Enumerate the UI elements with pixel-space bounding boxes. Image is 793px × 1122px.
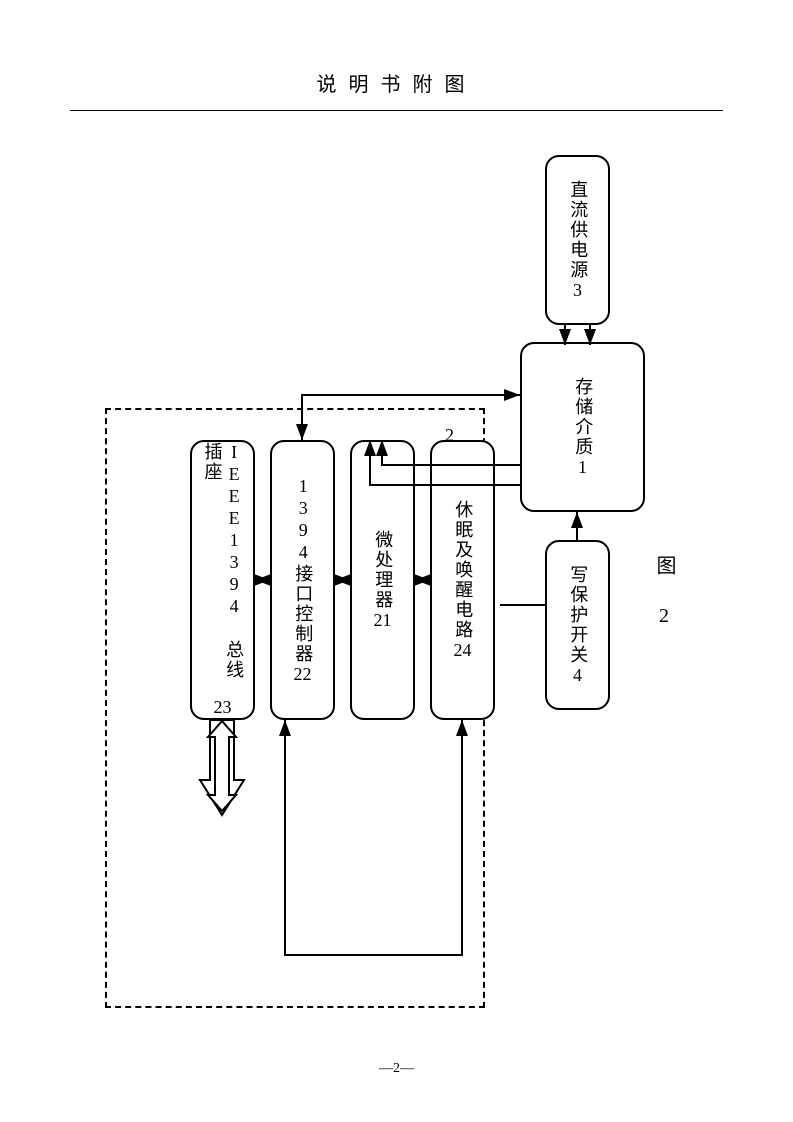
node-box3: 直流供电源 3 <box>545 155 610 325</box>
figure-caption: 图 2 <box>650 555 679 631</box>
node-box22-number: 22 <box>294 664 312 685</box>
node-box4-number: 4 <box>573 665 582 686</box>
node-box23-label: IEEE1394 总线插座 <box>201 442 244 697</box>
bus-label: 1394串 <box>207 738 224 774</box>
node-box24-number: 24 <box>454 640 472 661</box>
page-number: —2— <box>0 1061 793 1077</box>
node-box4-label: 写保护开关 <box>567 565 589 665</box>
node-box22: 1394接口控制器 22 <box>270 440 335 720</box>
diagram-area: 2 IEEE1394 总线插座 23 1394接口控制器 22 微处理器 21 … <box>90 155 690 1035</box>
title-underline <box>70 110 723 111</box>
node-box24: 休眠及唤醒电路 24 <box>430 440 495 720</box>
node-box23-number: 23 <box>214 697 232 718</box>
page-title: 说明书附图 <box>0 68 793 97</box>
node-box22-label: 1394接口控制器 <box>292 476 314 664</box>
node-box1-label: 存储介质 <box>572 377 594 457</box>
node-box3-label: 直流供电源 <box>567 180 589 280</box>
node-box24-label: 休眠及唤醒电路 <box>452 500 474 640</box>
node-box21-number: 21 <box>374 610 392 631</box>
node-box4: 写保护开关 4 <box>545 540 610 710</box>
node-box21-label: 微处理器 <box>372 530 394 610</box>
node-box23: IEEE1394 总线插座 23 <box>190 440 255 720</box>
node-box3-number: 3 <box>573 280 582 301</box>
node-box1-number: 1 <box>578 457 587 478</box>
node-box21: 微处理器 21 <box>350 440 415 720</box>
node-box1: 存储介质 1 <box>520 342 645 512</box>
